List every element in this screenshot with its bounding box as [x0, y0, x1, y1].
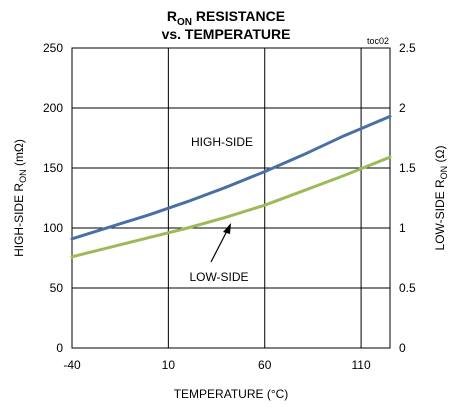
left-y-axis-label: HIGH-SIDE RON (mΩ) [12, 139, 28, 257]
right-y-tick-labels: 0 0.5 1 1.5 2 2.5 [399, 41, 416, 355]
left-y-tick-label: 200 [43, 101, 63, 115]
left-y-tick-labels: 0 50 100 150 200 250 [43, 41, 63, 355]
chart-title-line1: RON RESISTANCE [167, 8, 285, 28]
x-tick-label: 60 [258, 358, 272, 372]
x-tick-label: 10 [162, 358, 176, 372]
series-line-low-side [70, 155, 392, 259]
left-y-tick-label: 150 [43, 161, 63, 175]
grid [72, 48, 390, 348]
right-y-tick-label: 1 [399, 221, 406, 235]
right-y-tick-label: 2 [399, 101, 406, 115]
series-line-high-side [70, 114, 392, 241]
right-y-tick-label: 2.5 [399, 41, 416, 55]
left-y-tick-label: 0 [56, 341, 63, 355]
series-group [70, 114, 392, 259]
left-y-tick-label: 250 [43, 41, 63, 55]
x-tick-label: 110 [352, 358, 371, 372]
x-tick-label: -40 [63, 358, 81, 372]
annotation-high-side: HIGH-SIDE [191, 135, 253, 149]
left-y-tick-label: 100 [43, 221, 63, 235]
chart-tag: toc02 [367, 36, 389, 46]
chart-title-line2: vs. TEMPERATURE [162, 26, 291, 42]
right-y-axis-label: LOW-SIDE RON (Ω) [433, 146, 449, 251]
right-y-tick-label: 1.5 [399, 161, 416, 175]
right-y-tick-label: 0 [399, 341, 406, 355]
annotation-arrow [210, 223, 231, 263]
plot-frame [71, 47, 391, 349]
x-tick-labels: -40 10 60 110 [63, 358, 371, 372]
annotation-low-side: LOW-SIDE [189, 270, 248, 284]
left-y-tick-label: 50 [50, 281, 64, 295]
x-axis-label: TEMPERATURE (°C) [174, 387, 289, 401]
right-y-tick-label: 0.5 [399, 281, 416, 295]
